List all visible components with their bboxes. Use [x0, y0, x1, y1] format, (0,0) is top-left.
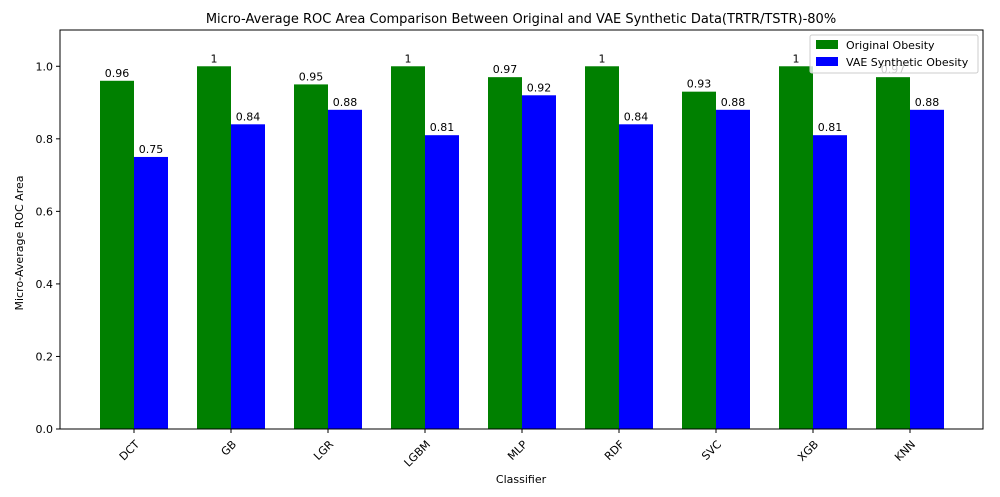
data-label: 0.95 — [299, 70, 324, 83]
bar-vae-lgbm — [425, 135, 459, 429]
legend-swatch-original — [816, 40, 838, 49]
x-tick-label: GB — [219, 438, 240, 459]
bar-vae-xgb — [813, 135, 847, 429]
x-tick-label: SVC — [699, 438, 724, 463]
data-label: 1 — [599, 52, 606, 65]
bar-original-knn — [876, 77, 910, 430]
data-label: 0.96 — [105, 67, 130, 80]
bar-original-mlp — [488, 77, 522, 430]
data-label: 0.93 — [687, 78, 712, 91]
data-label: 1 — [211, 52, 218, 65]
legend: Original Obesity VAE Synthetic Obesity — [809, 34, 979, 74]
bar-vae-dct — [134, 156, 168, 430]
data-label: 0.88 — [333, 96, 358, 109]
legend-box — [809, 34, 979, 74]
bar-original-dct — [100, 80, 134, 430]
y-tick-label: 1.0 — [36, 60, 54, 73]
bar-original-lgbm — [391, 66, 425, 429]
y-tick-label: 0.4 — [36, 278, 54, 291]
x-axis-label: Classifier — [496, 473, 547, 486]
x-tick-label: KNN — [892, 438, 918, 464]
legend-label: Original Obesity — [846, 39, 935, 52]
y-tick-label: 0.8 — [36, 133, 54, 146]
data-label: 0.81 — [430, 121, 455, 134]
bar-vae-lgr — [328, 109, 362, 430]
data-label: 1 — [793, 52, 800, 65]
data-label: 0.92 — [527, 81, 552, 94]
data-label: 0.84 — [624, 110, 649, 123]
bar-original-xgb — [779, 66, 813, 429]
legend-swatch-vae — [816, 57, 838, 66]
data-label: 0.97 — [493, 63, 518, 76]
y-axis-label: Micro-Average ROC Area — [13, 176, 26, 311]
data-label: 0.84 — [236, 110, 261, 123]
bar-vae-gb — [231, 124, 265, 430]
x-tick-label: XGB — [795, 438, 821, 464]
plot-area: 0.960.75DCT10.84GB0.950.88LGR10.81LGBM0.… — [36, 29, 984, 470]
bar-vae-rdf — [619, 124, 653, 430]
x-tick-label: MLP — [505, 438, 530, 463]
data-label: 0.75 — [139, 143, 164, 156]
plot-frame — [59, 29, 984, 430]
bar-original-rdf — [585, 66, 619, 429]
y-tick-label: 0.6 — [36, 205, 54, 218]
x-tick-label: DCT — [117, 438, 143, 464]
legend-label: VAE Synthetic Obesity — [846, 56, 969, 69]
bar-original-lgr — [294, 84, 328, 429]
data-label: 0.88 — [721, 96, 746, 109]
x-tick-label: LGBM — [402, 438, 434, 470]
bar-original-svc — [682, 91, 716, 429]
chart-title: Micro-Average ROC Area Comparison Betwee… — [206, 12, 836, 27]
data-label: 1 — [405, 52, 412, 65]
x-tick-label: RDF — [602, 438, 627, 463]
bar-vae-svc — [716, 109, 750, 430]
bar-vae-mlp — [522, 95, 556, 430]
bar-original-gb — [197, 66, 231, 429]
bar-vae-knn — [910, 109, 944, 430]
x-tick-label: LGR — [311, 438, 336, 463]
data-label: 0.88 — [915, 96, 940, 109]
y-tick-label: 0.2 — [36, 350, 54, 363]
y-tick-label: 0.0 — [36, 423, 54, 436]
data-label: 0.81 — [818, 121, 843, 134]
